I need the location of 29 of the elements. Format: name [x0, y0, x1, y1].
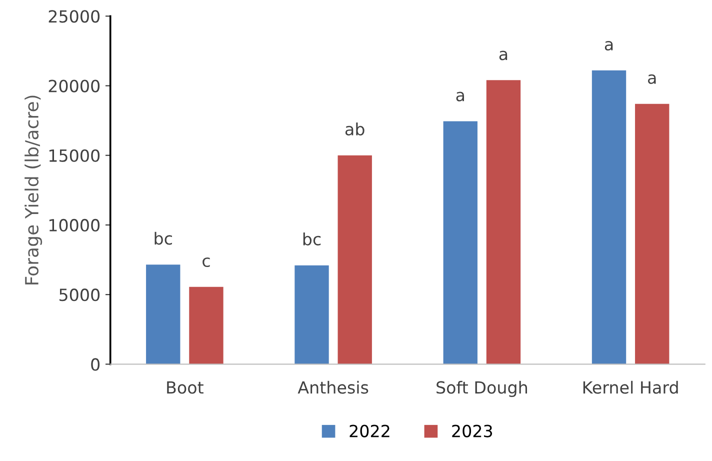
x-tick-label: Anthesis: [298, 380, 368, 394]
bar: [294, 265, 329, 364]
data-label: a: [648, 74, 656, 84]
legend-label: 2023: [452, 424, 492, 438]
data-label: ab: [345, 122, 364, 136]
y-axis-title: Forage Yield (lb/acre): [24, 96, 42, 284]
y-tick-label: 5000: [60, 288, 100, 302]
bar: [146, 264, 180, 364]
legend-label: 2022: [350, 424, 390, 438]
data-label: bc: [154, 232, 172, 245]
y-tick-label: 25000: [48, 10, 100, 23]
bar: [338, 155, 372, 364]
data-label: bc: [303, 232, 321, 246]
bar: [189, 286, 224, 364]
y-tick-label: 10000: [49, 218, 100, 232]
bar: [635, 104, 670, 364]
bar: [592, 70, 626, 364]
y-tick-label: 20000: [48, 80, 100, 92]
bar: [443, 121, 478, 364]
data-label: c: [202, 257, 210, 268]
x-tick-label: Kernel Hard: [583, 380, 678, 394]
x-tick-label: Soft Dough: [436, 380, 527, 397]
y-tick-label: 15000: [49, 149, 100, 162]
data-label: a: [604, 40, 613, 51]
data-label: a: [499, 50, 508, 60]
y-tick-label: 0: [91, 358, 100, 371]
x-tick-label: Boot: [167, 381, 204, 394]
data-label: a: [456, 92, 464, 102]
bar: [486, 80, 521, 364]
